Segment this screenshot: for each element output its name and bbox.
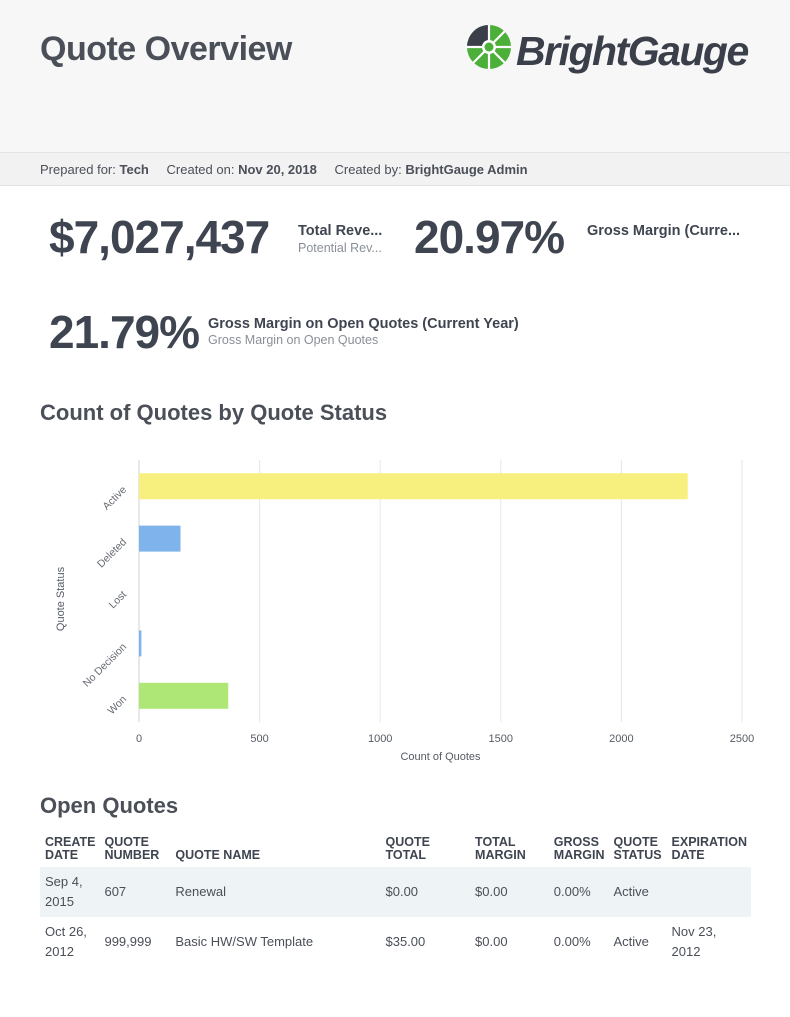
y-axis-title: Quote Status [55,566,67,631]
column-header: TOTAL MARGIN [475,835,526,862]
cell-create-date: Oct 26, 2012 [45,924,87,959]
created-by-label: Created by: [334,162,402,177]
cell-quote-status: Active [608,867,667,917]
chart-title: Count of Quotes by Quote Status [40,400,388,425]
bar-deleted [139,525,181,552]
kpi-title: Gross Margin (Curre... [587,223,741,239]
cell-quote-name: Basic HW/SW Template [175,934,314,949]
page-title: Quote Overview [40,30,292,68]
open-quotes-table: CREATE DATE QUOTE NUMBER QUOTE NAME QUOTE T… [40,834,751,967]
brightgauge-logo: BrightGauge [466,24,766,80]
report-header: Quote Overview BrightGauge [0,0,790,152]
table-row: Oct 26, 2012 999,999 Basic HW/SW Template… [40,917,751,967]
x-tick-label: 500 [250,733,268,745]
kpi-value: $7,027,437 [49,211,270,263]
cell-quote-total: $0.00 [380,867,471,917]
cell-total-margin: $0.00 [475,934,508,949]
cell-total-margin: $0.00 [470,867,549,917]
created-on-value: Nov 20, 2018 [238,162,317,177]
brightgauge-wordmark: BrightGauge [516,28,749,74]
cell-gross-margin: 0.00% [548,867,609,917]
x-axis-title: Count of Quotes [400,751,481,763]
x-tick-label: 2000 [609,733,633,745]
y-tick-label: No Decision [81,641,130,690]
kpi-title: Gross Margin on Open Quotes (Current Yea… [208,316,519,332]
cell-quote-status: Active [613,934,649,949]
y-tick-label: Deleted [95,536,129,570]
x-tick-label: 1000 [368,733,392,745]
cell-create-date: Sep 4, 2015 [40,867,100,917]
y-tick-label: Active [100,484,129,513]
column-header: GROSS MARGIN [553,835,605,862]
column-header: QUOTE NUMBER [104,835,160,862]
x-tick-label: 2500 [730,733,754,745]
kpi-title: Total Reve... [298,223,383,239]
brightgauge-logo-icon [467,25,511,69]
report-meta-bar: Prepared for: Tech Created on: Nov 20, 2… [0,152,790,186]
x-tick-label: 1500 [489,733,513,745]
cell-quote-number: 607 [99,867,171,917]
y-tick-label: Won [105,693,129,717]
x-tick-label: 0 [136,733,142,745]
bar-no-decision [139,630,142,657]
created-by-value: BrightGauge Admin [405,162,528,177]
column-header: QUOTE STATUS [613,835,662,862]
kpi-subtitle: Gross Margin on Open Quotes [208,333,379,347]
kpi-value: 21.79% [49,306,200,358]
kpi-subtitle: Potential Rev... [298,241,382,255]
cell-expiration-date: Nov 23, 2012 [671,924,717,959]
prepared-for-value: Tech [119,162,149,177]
prepared-for-label: Prepared for: [40,162,116,177]
created-on-label: Created on: [166,162,235,177]
cell-expiration-date [666,867,751,917]
column-header: CREATE DATE [45,835,96,862]
bar-active [139,473,688,500]
column-header: QUOTE TOTAL [385,835,430,862]
quote-status-bar-chart: 0 500 1000 1500 2000 2500 Active Deleted Lost No … [55,460,754,763]
cell-quote-number: 999,999 [104,934,152,949]
cell-quote-name: Renewal [170,867,381,917]
bar-won [139,682,229,709]
column-header: QUOTE NAME [175,848,261,862]
y-tick-label: Lost [107,589,130,612]
table-header-row: CREATE DATE QUOTE NUMBER QUOTE NAME QUOTE T… [40,834,751,867]
column-header: EXPIRATION DATE [671,835,747,862]
cell-quote-total: $35.00 [385,934,426,949]
table-row: Sep 4, 2015 607 Renewal $0.00 $0.00 0.00%… [40,867,751,917]
table-title: Open Quotes [40,793,179,818]
kpi-value: 20.97% [414,211,565,263]
cell-gross-margin: 0.00% [553,934,591,949]
